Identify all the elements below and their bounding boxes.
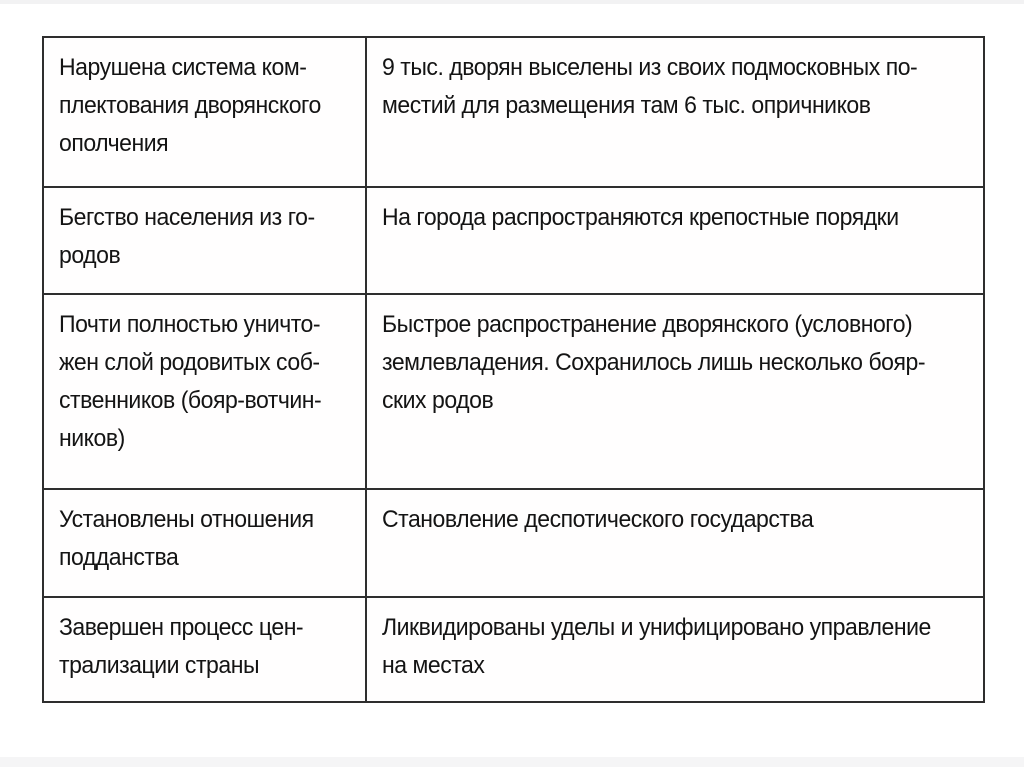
cell-text: Быстрое распространение дворянского (усл… [382,311,926,414]
page-edge-bottom [0,757,1024,767]
cell-effect: Быстрое распространение дворянского (усл… [365,293,985,490]
cell-effect: 9 тыс. дворян выселены из своих подмоско… [365,36,985,188]
page-edge-top [0,0,1024,4]
table-row: Нарушена система ком- плектования дворян… [42,36,985,188]
cell-text: На города распространяются крепостные по… [382,204,899,231]
cell-text: Завершен процесс цен- трализации страны [59,614,304,679]
cell-text: Нарушена система ком- плектования дворян… [59,54,321,157]
cell-text: Ликвидированы уделы и унифицировано упра… [382,614,931,679]
cell-text: 9 тыс. дворян выселены из своих подмоско… [382,54,918,119]
table-row: Бегство населения из го- родов На города… [42,186,985,295]
cell-cause: Установлены отношения подданства [42,488,367,598]
table-row: Почти полностью уничто- жен слой родовит… [42,293,985,490]
table-row: Завершен процесс цен- трализации страны … [42,596,985,703]
cell-text: Установлены отношения подданства [59,506,314,571]
consequences-table: Нарушена система ком- плектования дворян… [42,36,985,703]
cell-cause: Нарушена система ком- плектования дворян… [42,36,367,188]
cell-cause: Бегство населения из го- родов [42,186,367,295]
cell-cause: Завершен процесс цен- трализации страны [42,596,367,703]
cell-effect: Ликвидированы уделы и унифицировано упра… [365,596,985,703]
table-row: Установлены отношения подданства Становл… [42,488,985,598]
cell-text: Становление деспотического государства [382,506,814,533]
cell-text: Почти полностью уничто- жен слой родовит… [59,311,322,452]
cell-effect: На города распространяются крепостные по… [365,186,985,295]
cell-cause: Почти полностью уничто- жен слой родовит… [42,293,367,490]
cell-effect: Становление деспотического государства [365,488,985,598]
cell-text: Бегство населения из го- родов [59,204,315,269]
